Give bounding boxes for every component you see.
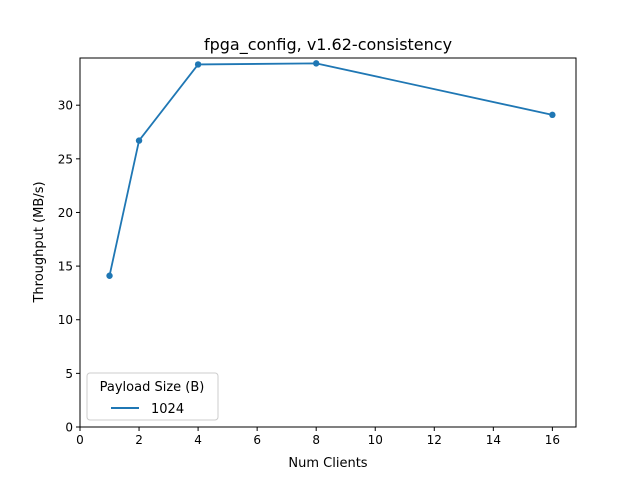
y-tick-label: 20	[58, 206, 73, 220]
legend: Payload Size (B) 1024	[86, 372, 219, 421]
x-axis-label: Num Clients	[288, 456, 367, 471]
x-tick-label: 4	[194, 433, 202, 447]
y-tick-label: 30	[58, 99, 73, 113]
y-axis-ticks: 0 5 10 15 20 25 30	[58, 99, 80, 435]
data-point	[106, 272, 113, 279]
x-tick-label: 8	[312, 433, 320, 447]
legend-title: Payload Size (B)	[100, 380, 205, 395]
y-axis-label: Throughput (MB/s)	[32, 181, 47, 303]
x-tick-label: 16	[545, 433, 560, 447]
x-tick-label: 12	[427, 433, 442, 447]
chart-title: fpga_config, v1.62-consistency	[204, 35, 452, 55]
x-tick-label: 10	[368, 433, 383, 447]
x-axis-ticks: 0 2 4 6 8 10 12 14 16	[76, 427, 560, 447]
y-tick-label: 10	[58, 313, 73, 327]
y-tick-label: 25	[58, 152, 73, 166]
x-tick-label: 6	[253, 433, 261, 447]
y-tick-label: 0	[65, 421, 73, 435]
x-tick-label: 0	[76, 433, 84, 447]
data-point	[549, 111, 556, 119]
legend-series-label: 1024	[151, 402, 184, 417]
x-tick-label: 2	[135, 433, 143, 447]
y-tick-label: 15	[58, 260, 73, 274]
data-point	[312, 60, 320, 67]
series-layer	[106, 60, 556, 279]
plot-area-frame	[79, 57, 577, 428]
y-tick-label: 5	[65, 367, 73, 381]
x-tick-label: 14	[486, 433, 501, 447]
data-point	[135, 137, 143, 144]
data-point	[194, 61, 202, 68]
